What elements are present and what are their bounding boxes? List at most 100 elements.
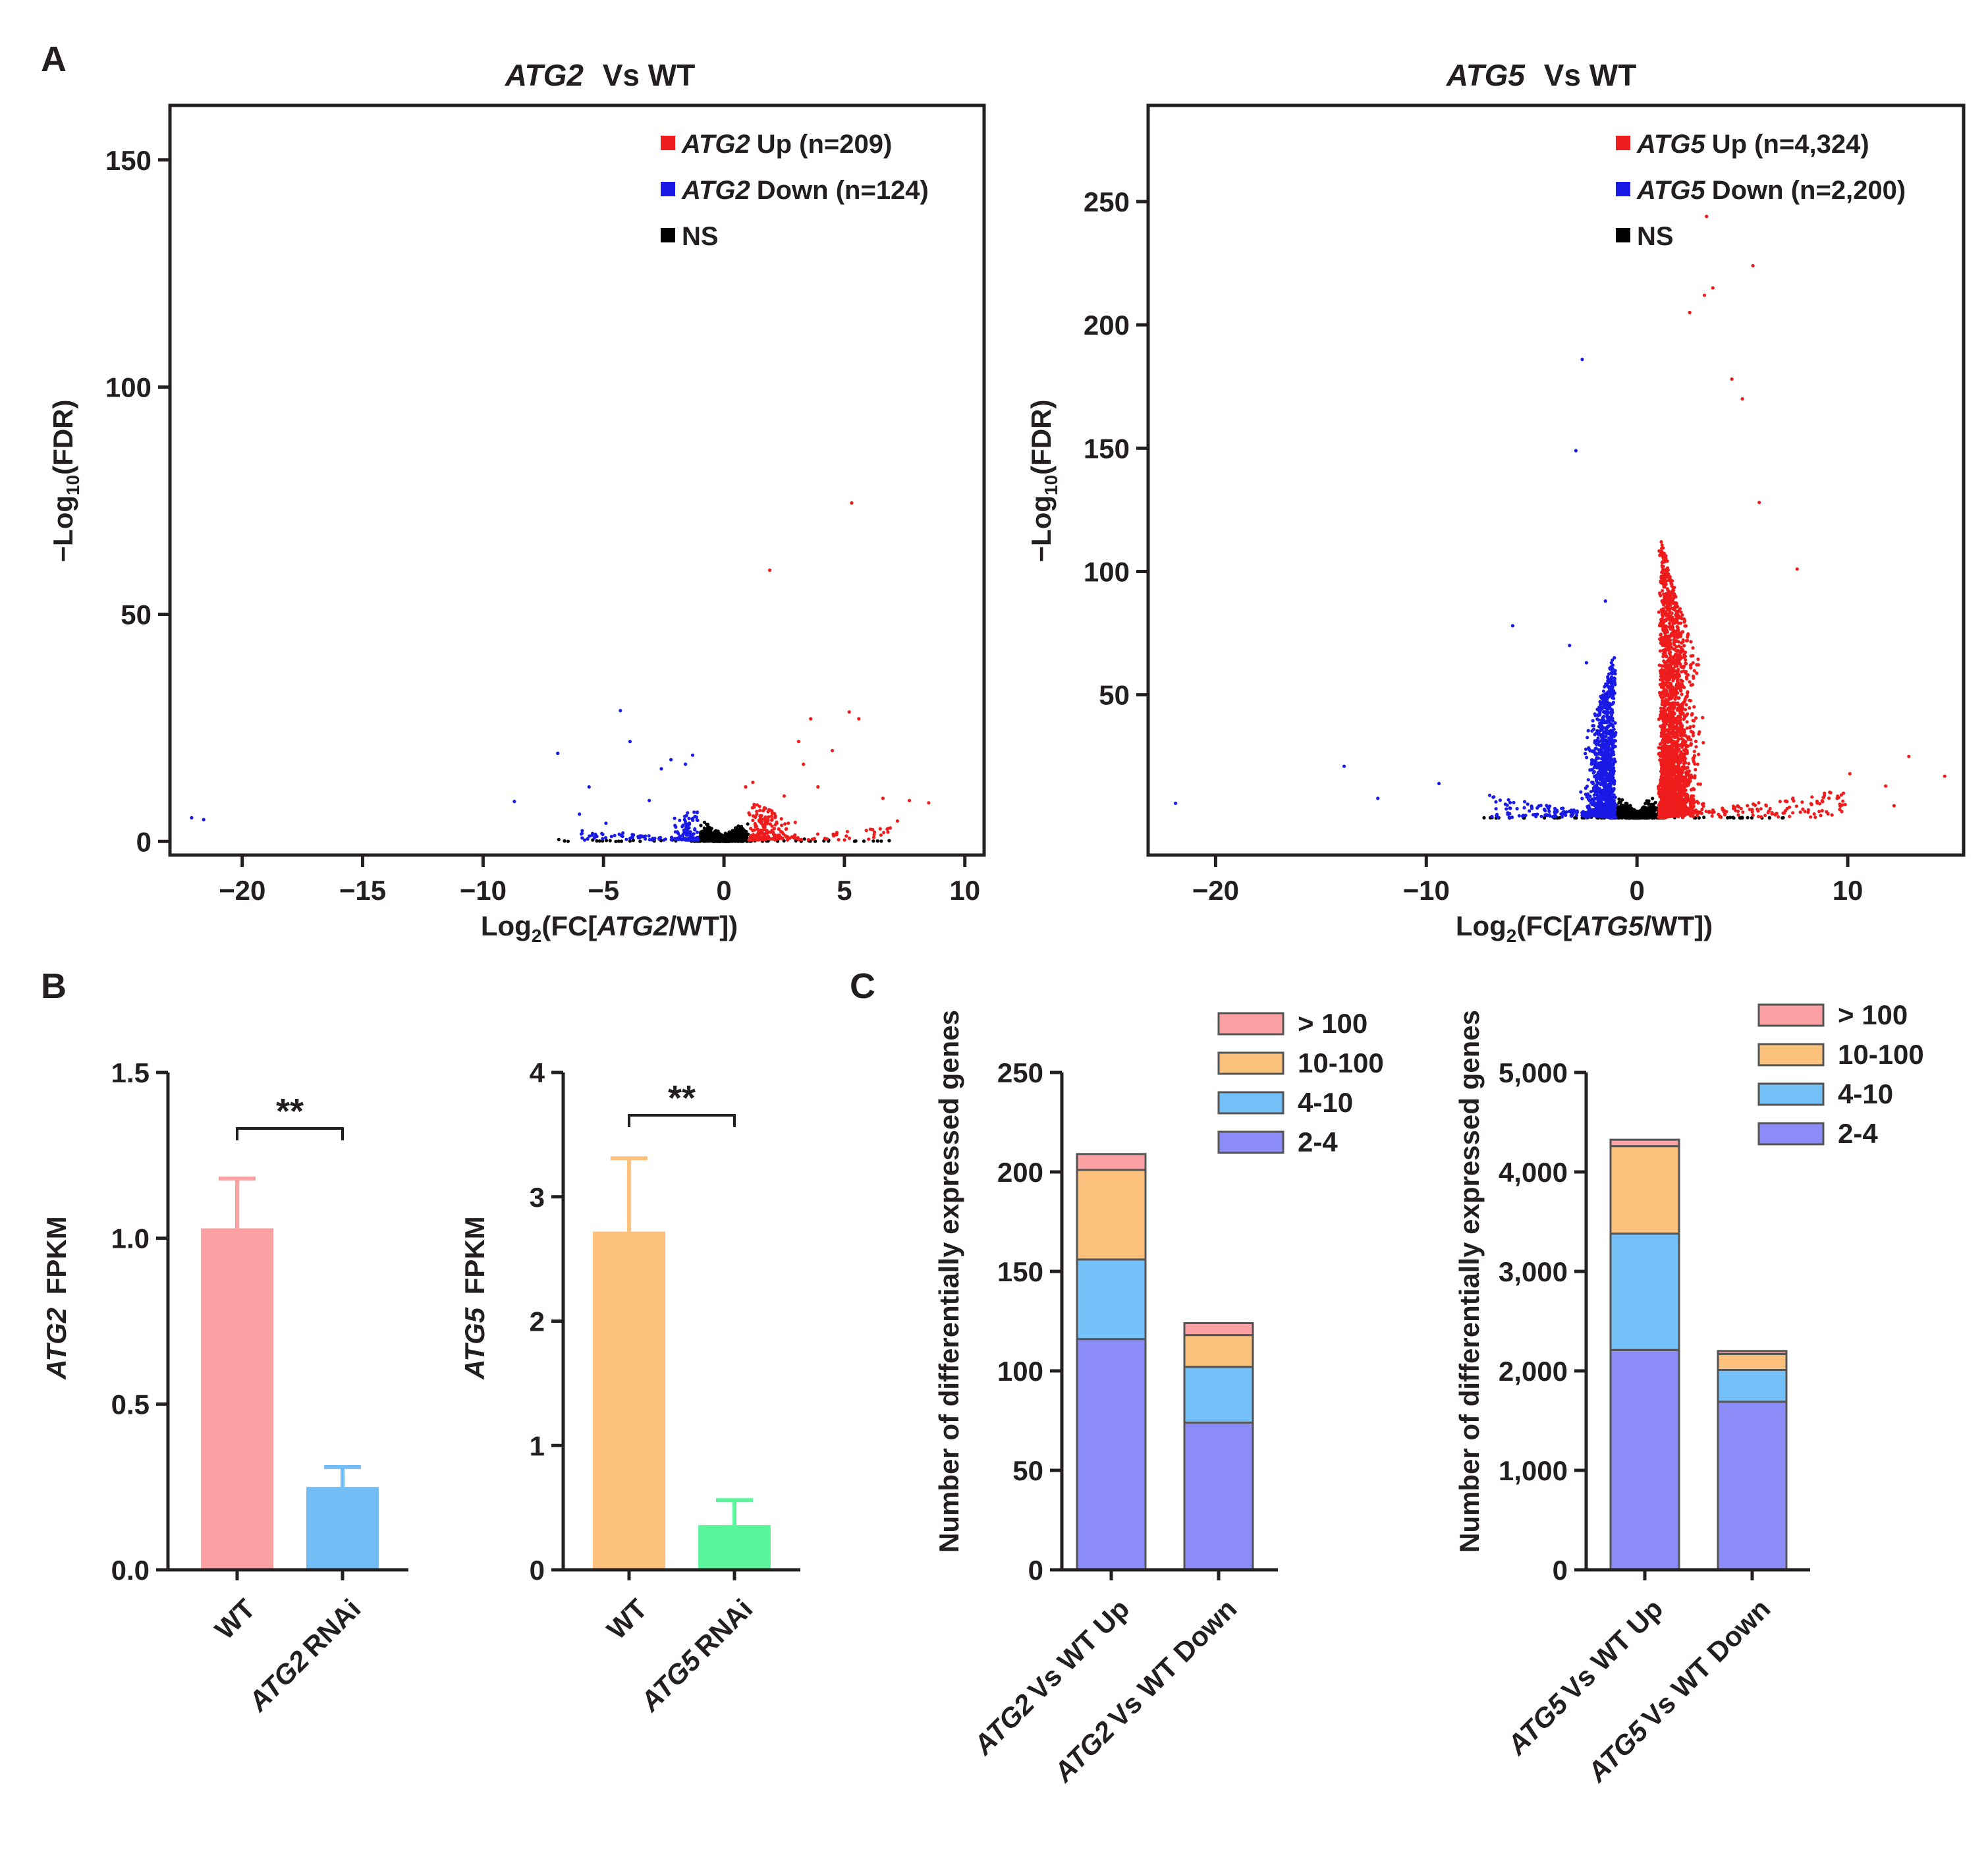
- up-point: [1674, 686, 1678, 690]
- up-point: [1694, 745, 1698, 749]
- down-point: [686, 811, 690, 815]
- volcano-atg5-title: ATG5 Vs WT: [1446, 58, 1637, 92]
- down-point: [621, 831, 625, 835]
- up-point: [1691, 734, 1695, 738]
- up-point: [758, 814, 762, 818]
- up-point: [1661, 580, 1665, 584]
- up-point: [1671, 599, 1675, 604]
- legend-swatch: [661, 182, 675, 196]
- up-point: [777, 827, 781, 831]
- down-point: [691, 837, 695, 841]
- ns-point: [604, 839, 609, 843]
- up-point: [768, 822, 772, 826]
- up-point: [1684, 661, 1688, 666]
- up-point: [1668, 769, 1672, 773]
- legend-gene: ATG2: [681, 176, 750, 205]
- x-tick-label: 10: [949, 875, 980, 906]
- up-point: [792, 836, 796, 840]
- up-point: [753, 821, 757, 825]
- up-point: [1666, 746, 1670, 750]
- up-point: [1664, 718, 1668, 722]
- up-point: [816, 785, 820, 789]
- ns-point: [735, 835, 739, 839]
- up-point: [842, 838, 846, 842]
- ns-point: [733, 826, 738, 830]
- down-point: [684, 833, 688, 837]
- ns-point: [1643, 802, 1647, 806]
- ns-point: [1626, 806, 1630, 810]
- ns-point: [715, 831, 719, 836]
- up-point: [1665, 628, 1669, 632]
- up-point: [847, 836, 852, 841]
- down-point: [580, 831, 584, 835]
- ns-point: [1623, 804, 1627, 808]
- up-point: [796, 740, 800, 744]
- volcano-atg2-xlabel-post: /WT]): [669, 910, 738, 941]
- down-point: [624, 837, 628, 841]
- panel-letter-a: A: [41, 40, 67, 79]
- up-point: [1696, 782, 1700, 786]
- up-point: [1688, 699, 1692, 703]
- up-point: [867, 837, 871, 841]
- up-point: [1659, 608, 1663, 612]
- legend-label: Up (n=209): [757, 130, 893, 159]
- up-point: [879, 833, 883, 837]
- down-point: [691, 816, 695, 820]
- ns-point: [608, 839, 612, 843]
- up-point: [872, 833, 876, 837]
- up-point: [773, 816, 777, 819]
- up-point: [1684, 708, 1688, 711]
- up-point: [1658, 758, 1662, 762]
- ns-point: [702, 820, 706, 824]
- ns-point: [715, 836, 719, 840]
- up-point: [871, 827, 875, 831]
- ns-point: [1617, 816, 1621, 820]
- up-point: [1672, 691, 1676, 695]
- up-point: [1663, 791, 1667, 794]
- ns-point: [1622, 812, 1626, 816]
- up-point: [1684, 675, 1688, 679]
- up-point: [1659, 761, 1663, 765]
- up-point: [1675, 733, 1680, 736]
- up-point: [756, 827, 759, 831]
- down-point: [680, 825, 684, 829]
- down-point: [678, 818, 682, 822]
- up-point: [1664, 797, 1668, 801]
- up-point: [1680, 711, 1684, 715]
- up-point: [1659, 671, 1663, 675]
- down-point: [663, 837, 667, 841]
- up-point: [1682, 669, 1686, 673]
- up-point: [1661, 592, 1666, 596]
- up-point: [1666, 762, 1670, 765]
- up-point: [781, 836, 785, 840]
- up-point: [1669, 632, 1673, 636]
- x-tick-label: −5: [588, 875, 619, 906]
- up-point: [1657, 549, 1661, 553]
- down-point: [609, 835, 613, 839]
- up-point: [895, 819, 899, 823]
- volcano-atg2-ylabel: −Log10(FDR): [47, 400, 83, 563]
- up-point: [1659, 695, 1663, 699]
- up-point: [1700, 808, 1704, 812]
- up-point: [1690, 682, 1695, 686]
- ns-point: [557, 837, 561, 841]
- up-point: [831, 834, 836, 838]
- up-point: [1657, 610, 1661, 614]
- up-point: [885, 827, 889, 831]
- down-point: [644, 834, 648, 838]
- up-point: [775, 836, 779, 840]
- down-point: [695, 838, 699, 842]
- ns-point: [717, 839, 721, 843]
- ns-point: [1640, 815, 1643, 819]
- up-point: [752, 802, 756, 806]
- ns-point: [871, 839, 875, 843]
- up-point: [1665, 671, 1669, 675]
- ns-point: [887, 839, 891, 843]
- up-point: [768, 830, 772, 834]
- down-point: [692, 810, 696, 814]
- down-point: [696, 810, 700, 814]
- down-point: [619, 833, 623, 837]
- down-point: [630, 836, 634, 840]
- ns-point: [1697, 816, 1701, 820]
- ns-point: [741, 832, 745, 836]
